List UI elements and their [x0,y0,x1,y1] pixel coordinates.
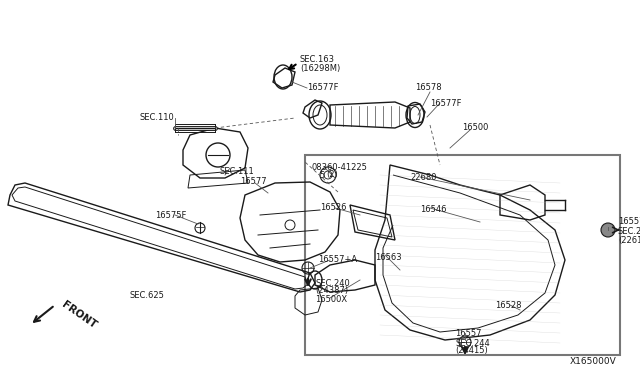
Text: SEC.226: SEC.226 [618,228,640,237]
Text: 16557+A: 16557+A [318,256,357,264]
Bar [305,155,620,355]
Text: SEC.111: SEC.111 [220,167,255,176]
Text: 16577F: 16577F [430,99,461,108]
Text: SEC.244: SEC.244 [455,339,490,347]
Text: 5: 5 [319,170,324,180]
Text: SEC.110: SEC.110 [140,113,175,122]
Text: 16577: 16577 [240,177,267,186]
Text: SEC.625: SEC.625 [130,291,165,299]
Text: (24415): (24415) [455,346,488,356]
Text: SEC.240: SEC.240 [315,279,349,288]
Text: SEC.163: SEC.163 [300,55,335,64]
Text: 16528: 16528 [495,301,522,310]
Text: (24387): (24387) [315,286,348,295]
Text: 16577F: 16577F [307,83,339,93]
Text: 16557: 16557 [455,328,481,337]
Text: 16500X: 16500X [315,295,347,305]
Text: 16557: 16557 [618,218,640,227]
Text: 16563: 16563 [375,253,402,263]
Text: 08360-41225: 08360-41225 [312,163,368,171]
Text: (2): (2) [326,170,338,180]
Circle shape [601,223,615,237]
Text: 16578: 16578 [415,83,442,93]
Text: 22680: 22680 [410,173,436,182]
Text: (22612): (22612) [618,235,640,244]
Text: X165000V: X165000V [570,357,617,366]
Text: FRONT: FRONT [60,299,99,331]
Text: 16575F: 16575F [155,211,186,219]
Text: 16546: 16546 [420,205,447,215]
Text: 16500: 16500 [462,124,488,132]
Text: (16298M): (16298M) [300,64,340,73]
Text: 16526: 16526 [320,203,346,212]
